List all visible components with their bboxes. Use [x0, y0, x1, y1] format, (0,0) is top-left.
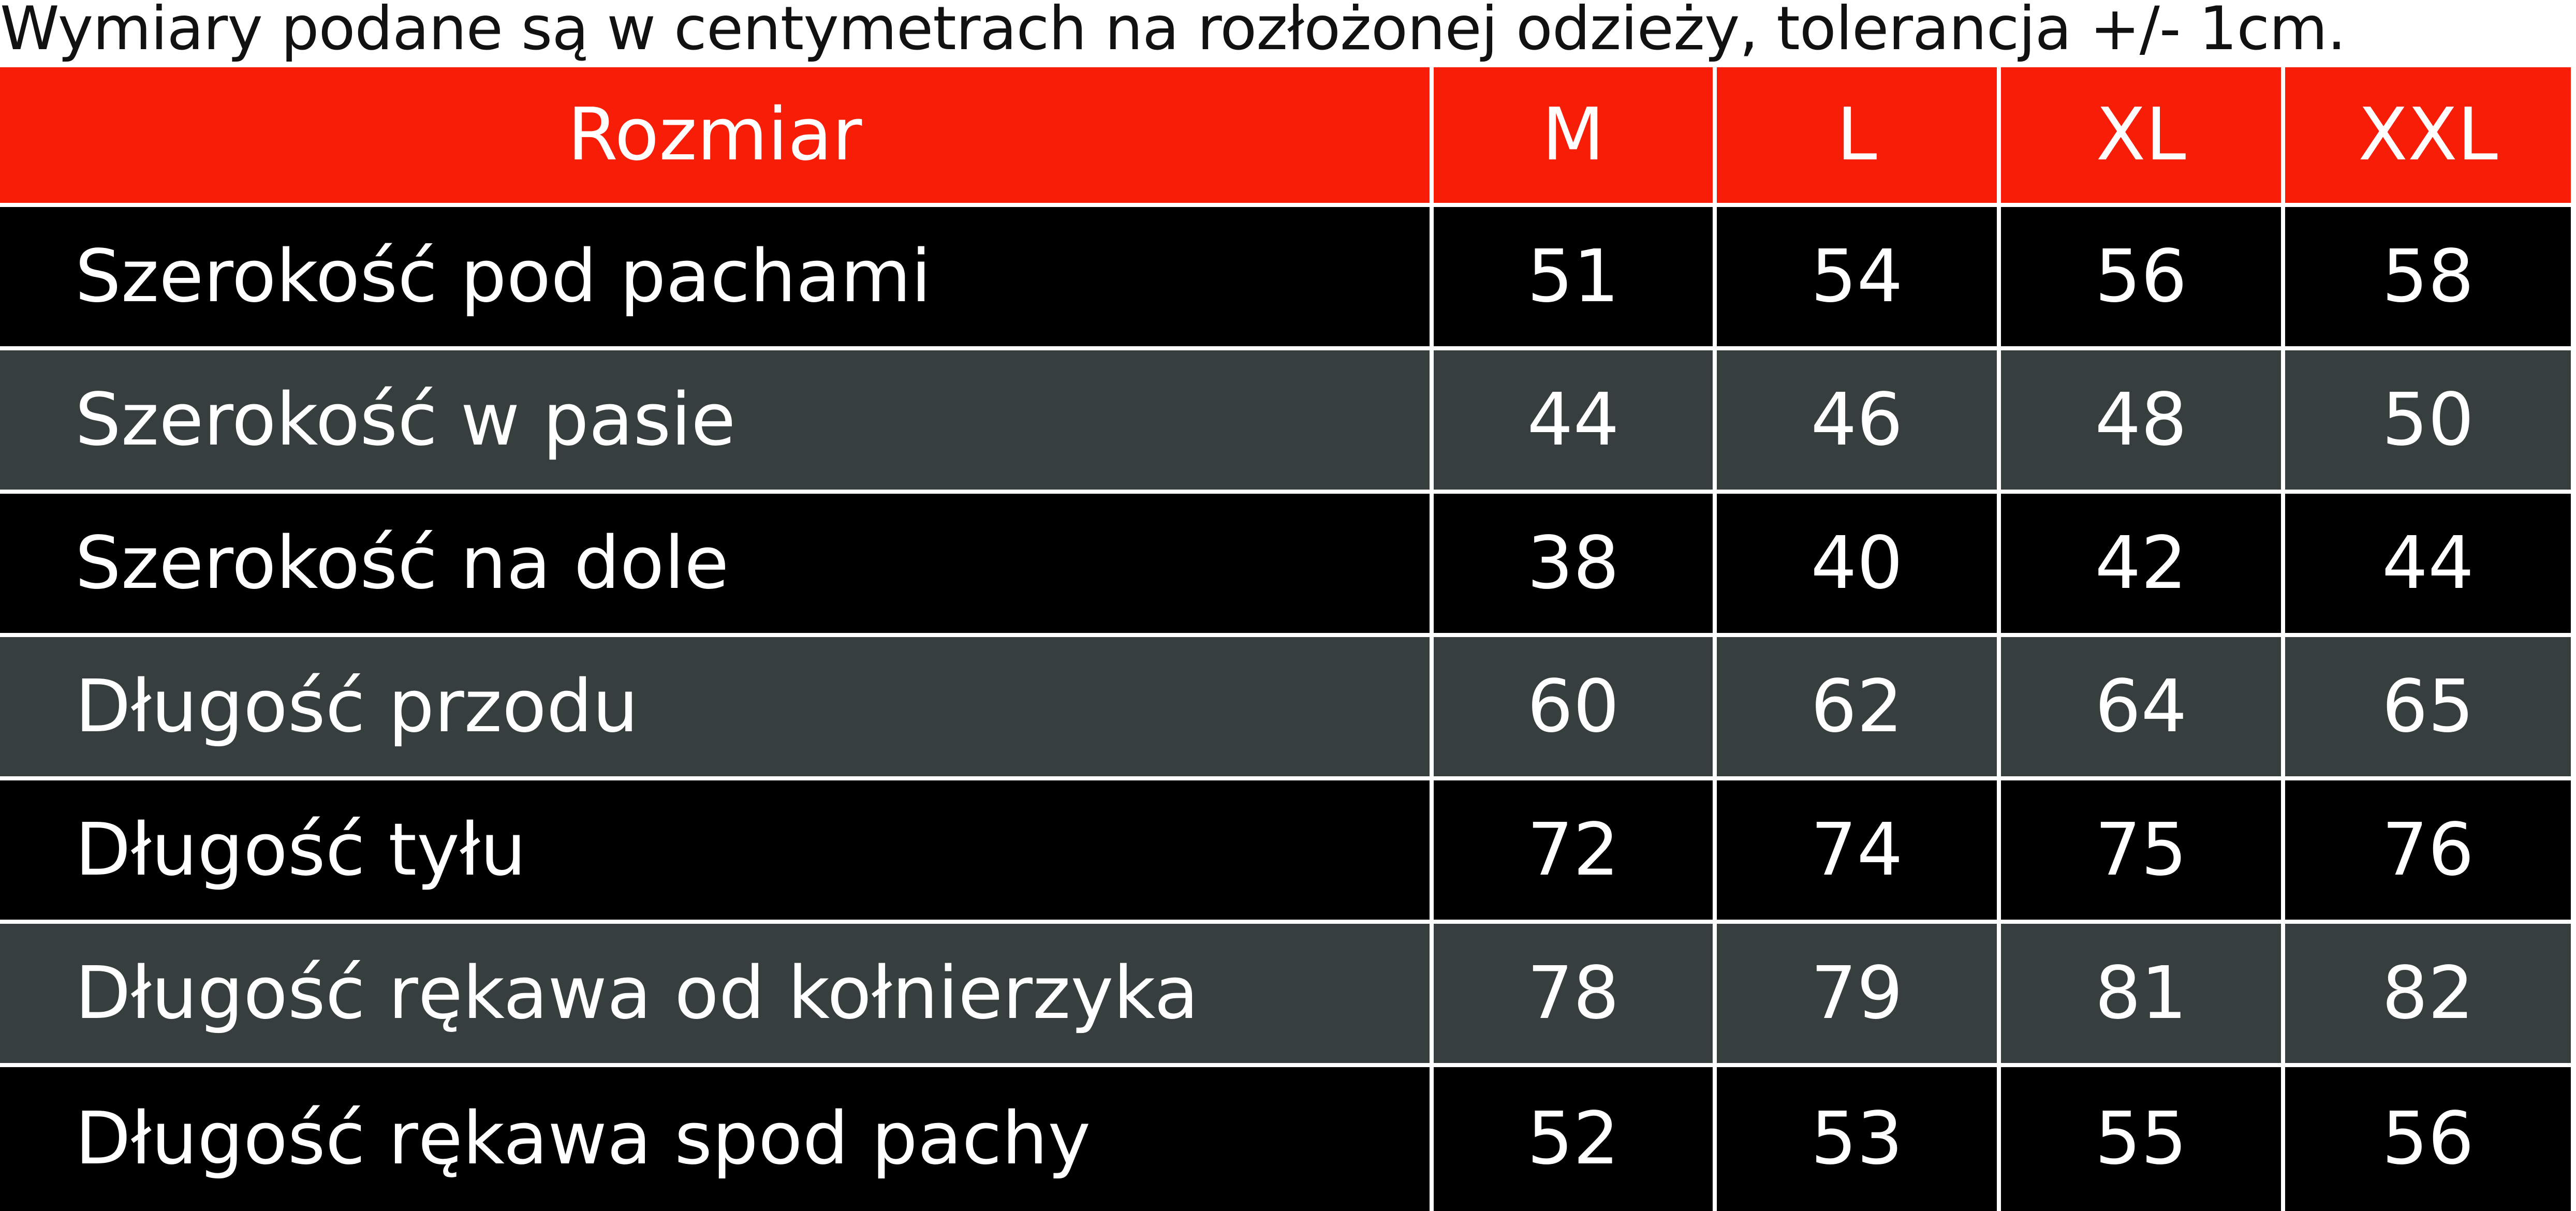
row-label: Długość rękawa spod pachy [0, 1067, 1434, 1211]
table-cell: 72 [1434, 780, 1717, 924]
table-cell: 65 [2285, 637, 2571, 780]
table-cell: 60 [1434, 637, 1717, 780]
row-label: Długość rękawa od kołnierzyka [0, 924, 1434, 1067]
row-label: Długość przodu [0, 637, 1434, 780]
table-cell: 51 [1434, 207, 1717, 350]
header-size-label: Rozmiar [0, 67, 1434, 207]
table-cell: 40 [1717, 494, 2001, 637]
table-cell: 78 [1434, 924, 1717, 1067]
table-cell: 62 [1717, 637, 2001, 780]
header-size-xxl: XXL [2285, 67, 2571, 207]
table-cell: 46 [1717, 350, 2001, 494]
row-label: Szerokość pod pachami [0, 207, 1434, 350]
table-cell: 55 [2001, 1067, 2285, 1211]
table-cell: 76 [2285, 780, 2571, 924]
table-cell: 75 [2001, 780, 2285, 924]
row-label: Długość tyłu [0, 780, 1434, 924]
table-cell: 48 [2001, 350, 2285, 494]
size-chart-table: Rozmiar M L XL XXL Szerokość pod pachami… [0, 67, 2576, 1211]
table-cell: 82 [2285, 924, 2571, 1067]
header-size-l: L [1717, 67, 2001, 207]
table-cell: 54 [1717, 207, 2001, 350]
table-cell: 56 [2001, 207, 2285, 350]
row-label: Szerokość na dole [0, 494, 1434, 637]
table-cell: 58 [2285, 207, 2571, 350]
table-cell: 53 [1717, 1067, 2001, 1211]
row-label: Szerokość w pasie [0, 350, 1434, 494]
table-cell: 81 [2001, 924, 2285, 1067]
measurement-note: Wymiary podane są w centymetrach na rozł… [0, 0, 2346, 64]
table-cell: 64 [2001, 637, 2285, 780]
table-cell: 74 [1717, 780, 2001, 924]
table-cell: 44 [1434, 350, 1717, 494]
table-cell: 52 [1434, 1067, 1717, 1211]
header-size-xl: XL [2001, 67, 2285, 207]
table-cell: 79 [1717, 924, 2001, 1067]
table-cell: 56 [2285, 1067, 2571, 1211]
table-cell: 38 [1434, 494, 1717, 637]
header-size-m: M [1434, 67, 1717, 207]
table-cell: 50 [2285, 350, 2571, 494]
table-cell: 44 [2285, 494, 2571, 637]
table-cell: 42 [2001, 494, 2285, 637]
